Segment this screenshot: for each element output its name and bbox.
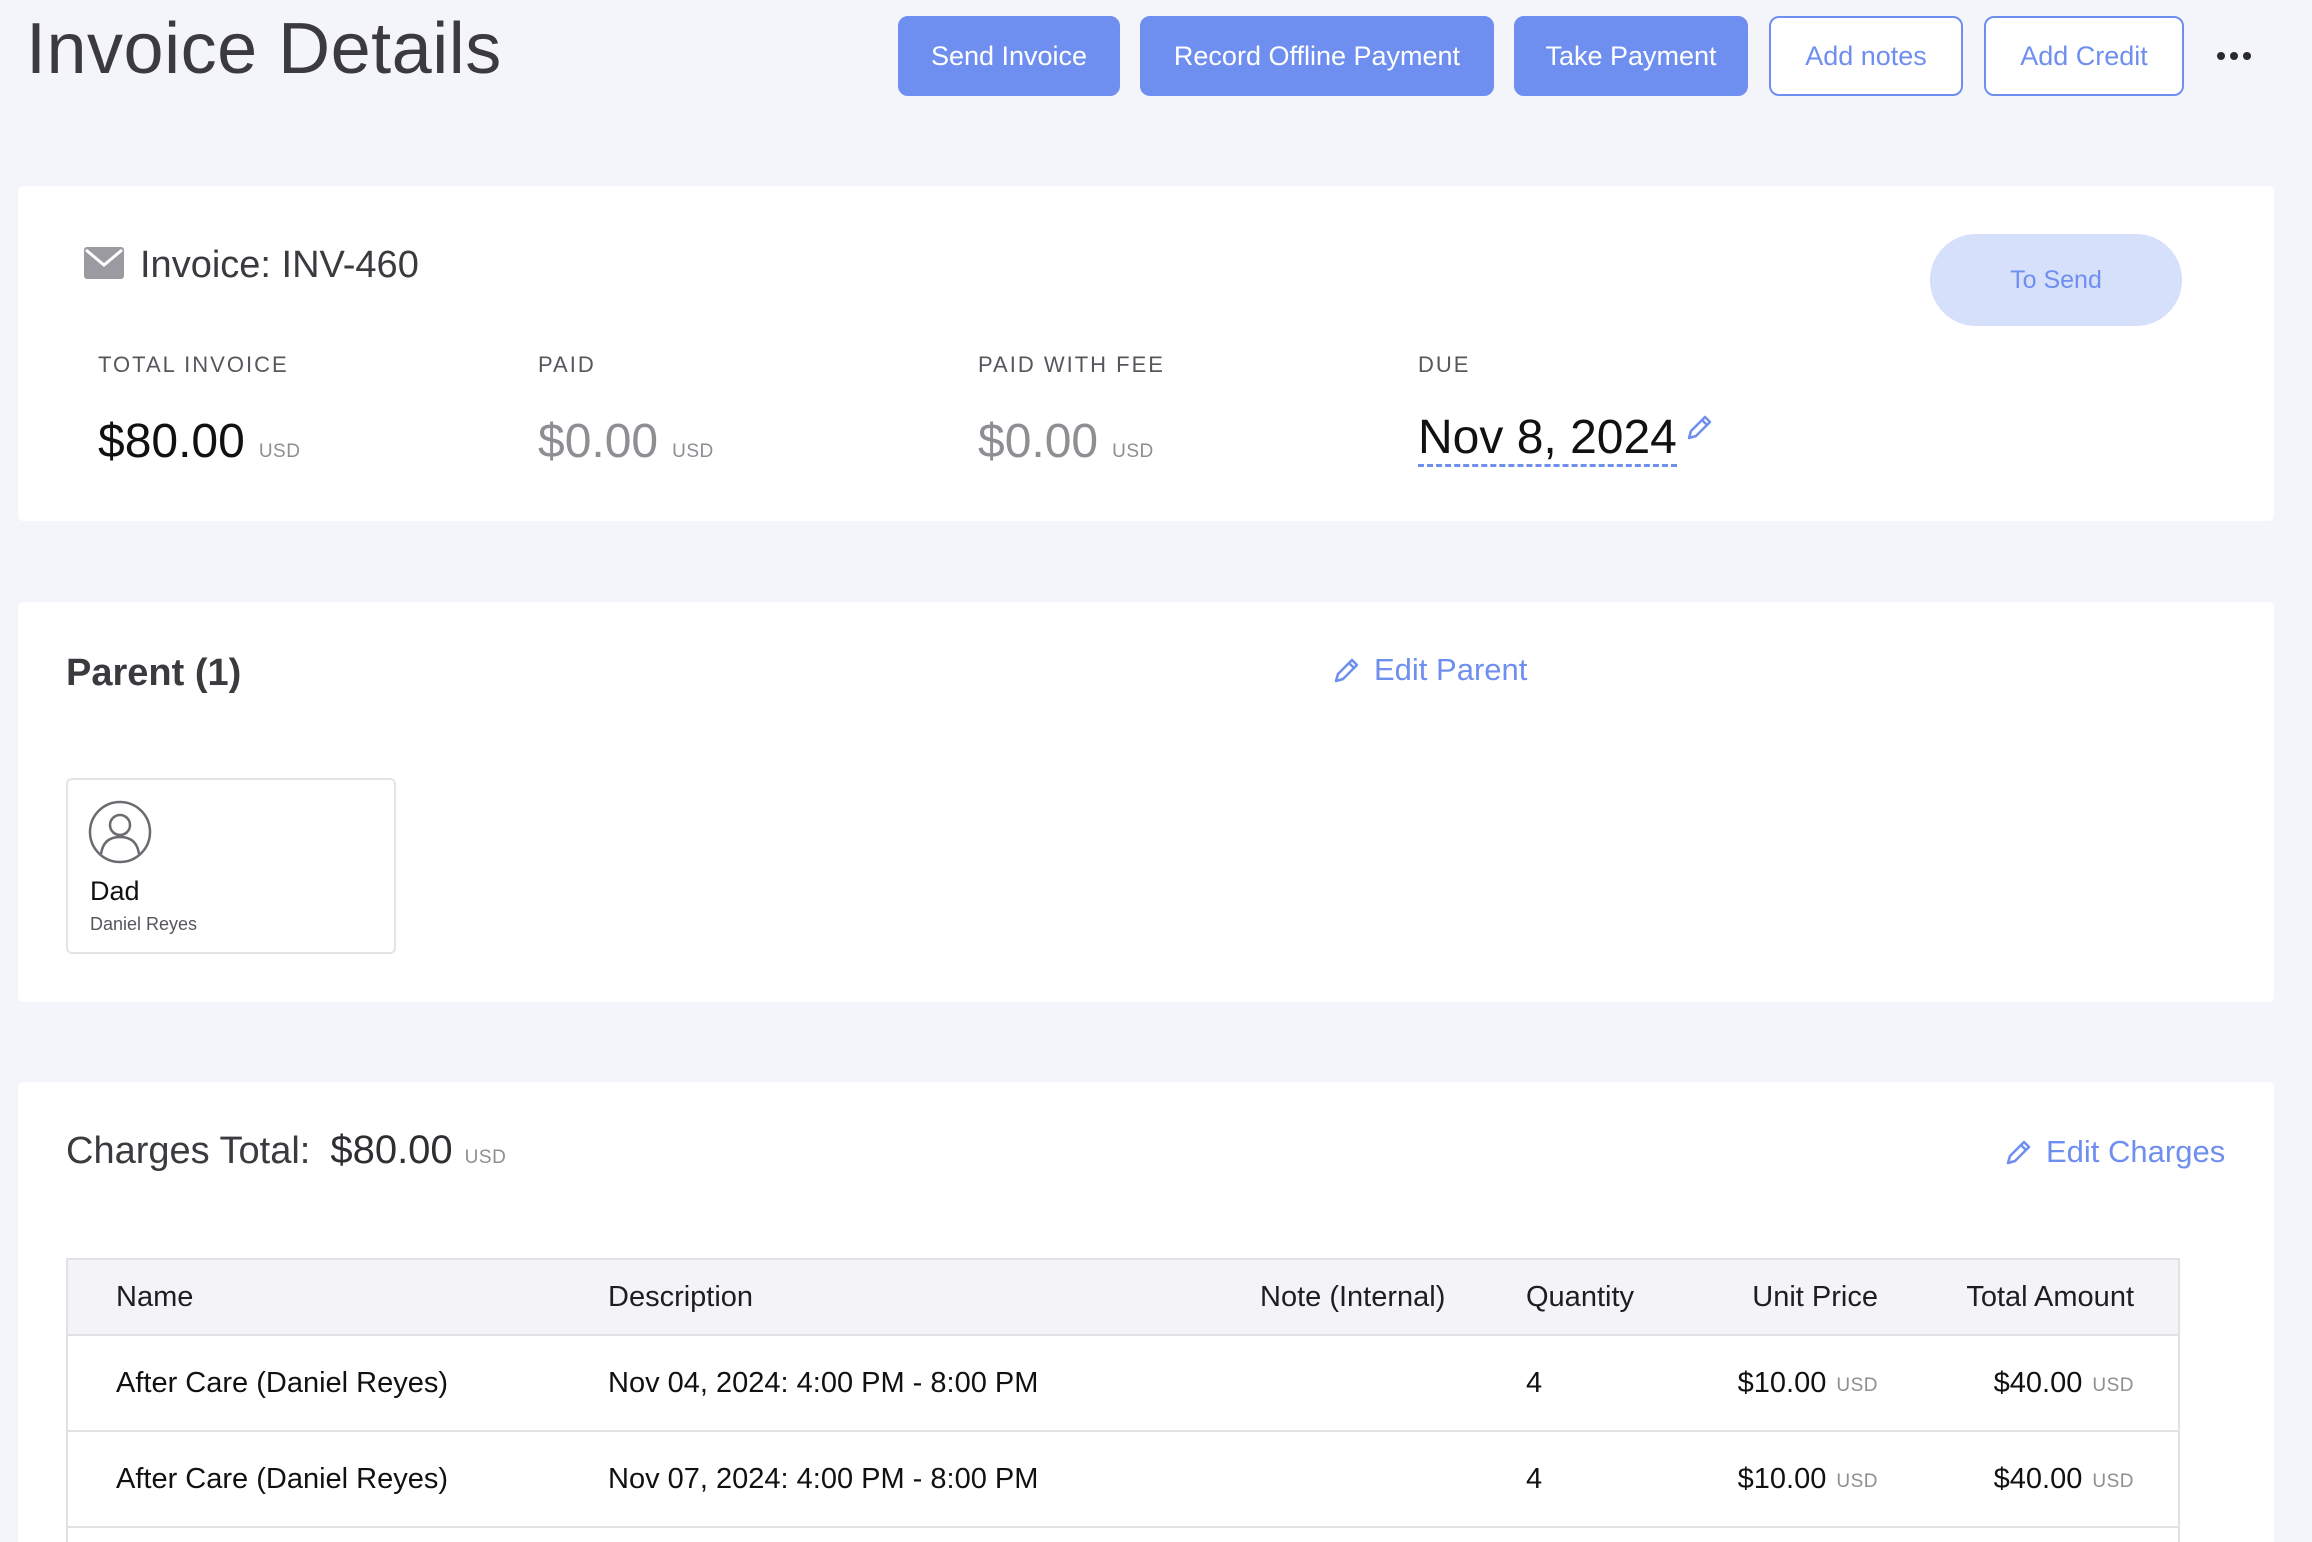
total-invoice-amount: $80.00 bbox=[98, 415, 245, 468]
column-header-name[interactable]: Name bbox=[116, 1280, 194, 1313]
record-offline-payment-button[interactable]: Record Offline Payment bbox=[1140, 16, 1494, 96]
column-header-description[interactable]: Description bbox=[608, 1280, 754, 1313]
status-badge: To Send bbox=[1930, 234, 2182, 326]
total-amount: $40.00 bbox=[1993, 1366, 2083, 1399]
parent-section: Parent (1) Edit Parent Dad Daniel Reyes bbox=[18, 602, 2274, 1002]
charge-total-amount: $40.00 USD bbox=[1898, 1336, 2134, 1430]
take-payment-button[interactable]: Take Payment bbox=[1514, 16, 1748, 96]
stat-paid-with-fee: PAID WITH FEE $0.00 USD bbox=[978, 352, 1165, 468]
column-header-quantity[interactable]: Quantity bbox=[1526, 1280, 1634, 1313]
table-header: Name Description Note (Internal) Quantit… bbox=[68, 1260, 2178, 1336]
add-credit-button[interactable]: Add Credit bbox=[1984, 16, 2184, 96]
table-row[interactable]: After Care (Daniel Reyes) Nov 07, 2024: … bbox=[68, 1432, 2178, 1528]
charge-total-amount: $40.00 USD bbox=[1898, 1432, 2134, 1526]
user-avatar-icon bbox=[88, 800, 152, 864]
column-header-total-amount[interactable]: Total Amount bbox=[1966, 1280, 2134, 1313]
more-horizontal-icon[interactable] bbox=[2208, 38, 2260, 74]
charges-table: Name Description Note (Internal) Quantit… bbox=[66, 1258, 2180, 1542]
edit-parent-label: Edit Parent bbox=[1374, 652, 1528, 687]
charge-name: After Care (Daniel Reyes) bbox=[116, 1462, 448, 1495]
stat-label: PAID bbox=[538, 352, 596, 377]
currency-label: USD bbox=[2092, 1375, 2134, 1396]
currency-label: USD bbox=[258, 441, 301, 462]
pencil-icon bbox=[1334, 658, 1359, 683]
charge-quantity: 4 bbox=[1526, 1462, 1543, 1495]
stat-label: TOTAL INVOICE bbox=[98, 352, 289, 377]
edit-parent-link[interactable]: Edit Parent bbox=[1332, 652, 1527, 688]
paid-with-fee-amount: $0.00 bbox=[978, 415, 1099, 468]
more-dot bbox=[2217, 52, 2225, 60]
edit-charges-link[interactable]: Edit Charges bbox=[2004, 1134, 2225, 1170]
invoice-heading: Invoice: INV-460 bbox=[84, 244, 419, 287]
send-invoice-button[interactable]: Send Invoice bbox=[898, 16, 1120, 96]
invoice-title: Invoice: INV-460 bbox=[140, 244, 419, 286]
charges-section: Charges Total: $80.00 USD Edit Charges N… bbox=[18, 1082, 2274, 1542]
parent-card[interactable]: Dad Daniel Reyes bbox=[66, 778, 396, 954]
charges-total: Charges Total: $80.00 USD bbox=[66, 1128, 506, 1173]
add-notes-button[interactable]: Add notes bbox=[1769, 16, 1963, 96]
charges-total-label: Charges Total: bbox=[66, 1130, 311, 1172]
mail-icon bbox=[84, 246, 124, 279]
charges-total-amount: $80.00 bbox=[330, 1128, 453, 1172]
charge-quantity: 4 bbox=[1526, 1366, 1543, 1399]
column-header-note[interactable]: Note (Internal) bbox=[1260, 1280, 1446, 1313]
parent-section-title: Parent (1) bbox=[66, 652, 242, 694]
pencil-icon[interactable] bbox=[1685, 412, 1715, 442]
currency-label: USD bbox=[672, 441, 714, 462]
parent-name: Daniel Reyes bbox=[90, 914, 198, 934]
charge-name: After Care (Daniel Reyes) bbox=[116, 1366, 448, 1399]
unit-price-amount: $10.00 bbox=[1737, 1366, 1827, 1399]
charge-description: Nov 04, 2024: 4:00 PM - 8:00 PM bbox=[608, 1366, 1039, 1399]
total-amount: $40.00 bbox=[1993, 1462, 2083, 1495]
page-title: Invoice Details bbox=[26, 9, 502, 89]
paid-amount: $0.00 bbox=[538, 415, 659, 468]
currency-label: USD bbox=[1836, 1471, 1878, 1492]
stat-total-invoice: TOTAL INVOICE $80.00 USD bbox=[98, 352, 300, 468]
action-toolbar: Send Invoice Record Offline Payment Take… bbox=[0, 16, 2312, 96]
currency-label: USD bbox=[1836, 1375, 1878, 1396]
column-header-unit-price[interactable]: Unit Price bbox=[1752, 1280, 1878, 1313]
invoice-summary-card: Invoice: INV-460 To Send TOTAL INVOICE $… bbox=[18, 186, 2274, 521]
table-row[interactable]: After Care (Daniel Reyes) Nov 04, 2024: … bbox=[68, 1336, 2178, 1432]
charge-unit-price: $10.00 USD bbox=[1668, 1336, 1878, 1430]
currency-label: USD bbox=[464, 1147, 507, 1168]
parent-relation: Dad bbox=[90, 876, 140, 906]
charge-unit-price: $10.00 USD bbox=[1668, 1432, 1878, 1526]
charge-description: Nov 07, 2024: 4:00 PM - 8:00 PM bbox=[608, 1462, 1039, 1495]
currency-label: USD bbox=[2092, 1471, 2134, 1492]
pencil-icon bbox=[2006, 1140, 2031, 1165]
stat-due: DUE Nov 8, 2024 bbox=[1418, 352, 1712, 467]
stat-paid: PAID $0.00 USD bbox=[538, 352, 713, 468]
stat-label: PAID WITH FEE bbox=[978, 352, 1165, 377]
unit-price-amount: $10.00 bbox=[1737, 1462, 1827, 1495]
edit-charges-label: Edit Charges bbox=[2046, 1134, 2226, 1169]
more-dot bbox=[2243, 52, 2251, 60]
stat-label: DUE bbox=[1418, 352, 1471, 377]
due-date-field[interactable]: Nov 8, 2024 bbox=[1418, 412, 1677, 467]
currency-label: USD bbox=[1112, 441, 1154, 462]
more-dot bbox=[2230, 52, 2238, 60]
